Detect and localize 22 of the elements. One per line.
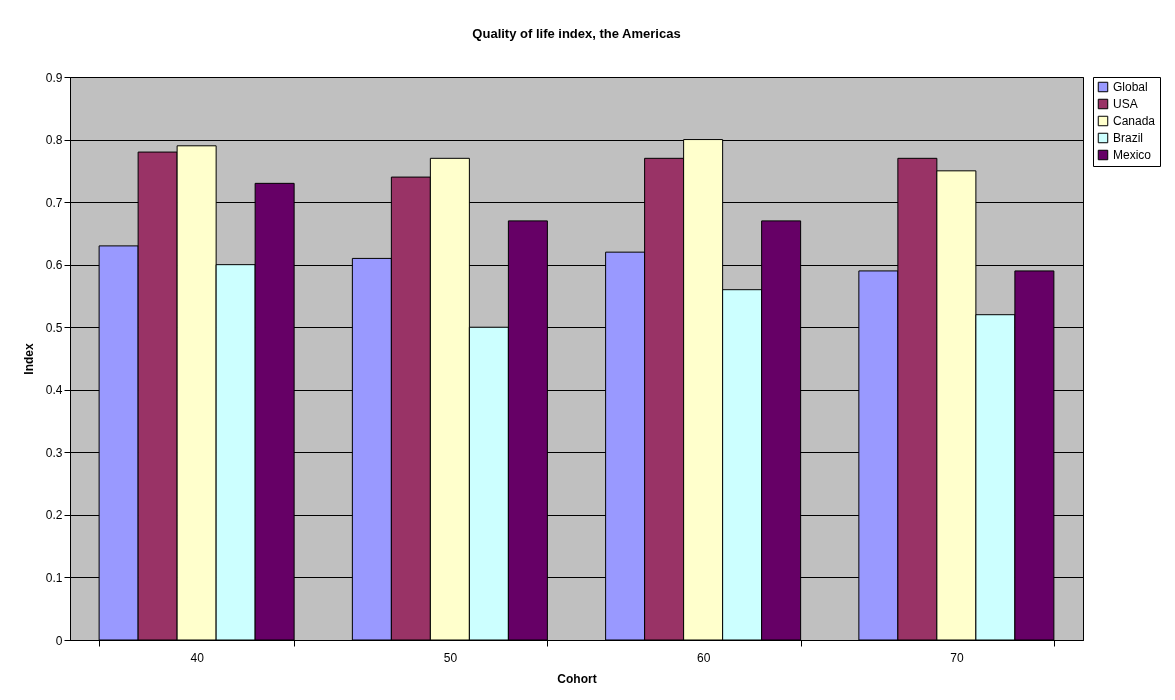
y-tick-label: 0.3 <box>45 445 63 460</box>
y-axis-title: Index <box>21 343 36 375</box>
x-tick-label: 50 <box>443 650 458 665</box>
y-tick-label: 0.5 <box>45 320 63 335</box>
x-tick-label: 60 <box>696 650 711 665</box>
legend-label: Global <box>1113 80 1148 94</box>
y-tick-label: 0.9 <box>45 70 63 85</box>
legend-label: USA <box>1113 97 1138 111</box>
y-tick-label: 0.1 <box>45 570 63 585</box>
y-tick-label: 0.7 <box>45 195 63 210</box>
y-tick-label: 0.4 <box>45 383 63 398</box>
y-tick-label: 0 <box>55 633 63 648</box>
x-tick-label: 40 <box>190 650 205 665</box>
legend-label: Mexico <box>1113 148 1152 162</box>
y-tick-label: 0.6 <box>45 258 63 273</box>
legend-label: Canada <box>1113 114 1156 128</box>
chart-title: Quality of life index, the Americas <box>472 26 681 41</box>
x-axis-title: Cohort <box>557 671 597 686</box>
y-tick-label: 0.8 <box>45 133 63 148</box>
y-tick-label: 0.2 <box>45 508 63 523</box>
x-tick-label: 70 <box>950 650 964 665</box>
legend-label: Brazil <box>1113 131 1144 145</box>
